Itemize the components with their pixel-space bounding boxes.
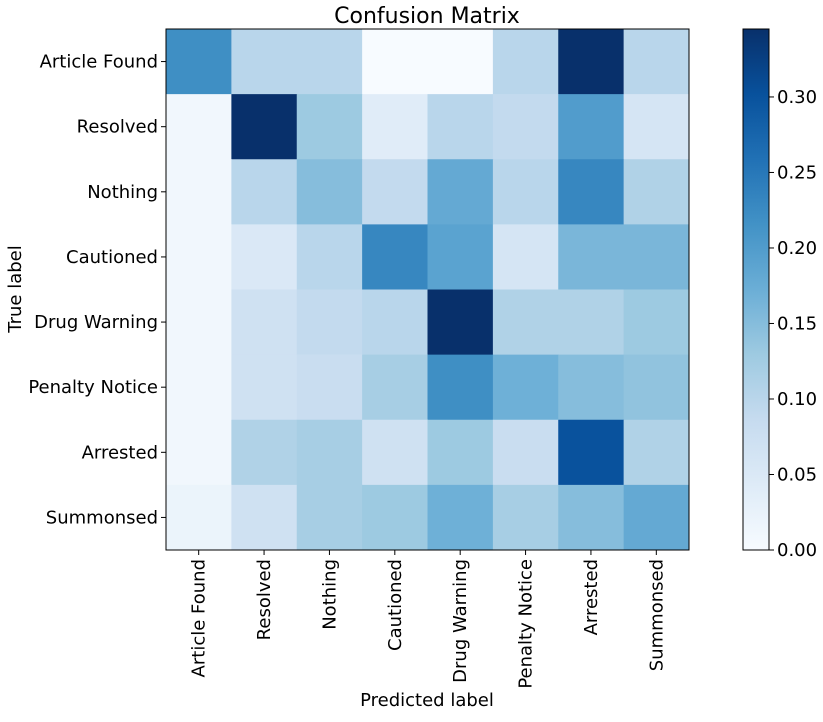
heatmap-cell bbox=[427, 419, 494, 486]
heatmap-cell bbox=[558, 159, 625, 225]
plot-frame bbox=[165, 28, 690, 551]
heatmap-cell bbox=[362, 29, 429, 95]
y-tick-label: Arrested bbox=[82, 442, 158, 463]
x-tick-label: Drug Warning bbox=[450, 559, 471, 683]
colorbar bbox=[742, 28, 770, 551]
heatmap-cell bbox=[231, 224, 298, 291]
heatmap-cell bbox=[296, 94, 363, 160]
heatmap-cell bbox=[492, 159, 559, 225]
heatmap-cell bbox=[296, 484, 363, 551]
y-tick-label: Resolved bbox=[77, 117, 158, 138]
y-tick-label: Penalty Notice bbox=[28, 377, 158, 398]
heatmap-cell bbox=[231, 29, 298, 95]
heatmap-cell bbox=[296, 224, 363, 291]
colorbar-tick-label: 0.05 bbox=[777, 464, 817, 485]
heatmap-cell bbox=[166, 484, 232, 551]
heatmap-cell bbox=[558, 419, 625, 486]
heatmap-cell bbox=[296, 354, 363, 421]
heatmap-cell bbox=[231, 289, 298, 356]
heatmap-cell bbox=[427, 29, 494, 95]
heatmap-cell bbox=[166, 224, 232, 291]
x-tick-label: Summonsed bbox=[646, 559, 667, 671]
x-tick-label: Resolved bbox=[254, 559, 275, 640]
heatmap-cell bbox=[623, 224, 690, 291]
y-tick-label: Article Found bbox=[40, 52, 158, 73]
y-tick-label: Nothing bbox=[87, 182, 158, 203]
heatmap-cell bbox=[558, 29, 625, 95]
heatmap-cell bbox=[166, 29, 232, 95]
heatmap-cell bbox=[362, 419, 429, 486]
heatmap-cell bbox=[623, 484, 690, 551]
colorbar-tick-label: 0.25 bbox=[777, 162, 817, 183]
x-tick-label: Cautioned bbox=[385, 559, 406, 651]
x-axis-label: Predicted label bbox=[360, 690, 494, 711]
heatmap-cell bbox=[231, 354, 298, 421]
heatmap-cell bbox=[166, 159, 232, 225]
heatmap-cell bbox=[296, 159, 363, 225]
heatmap-cell bbox=[166, 94, 232, 160]
x-tick-label: Arrested bbox=[581, 559, 602, 635]
heatmap-cell bbox=[623, 94, 690, 160]
colorbar-tick-label: 0.00 bbox=[777, 540, 817, 561]
heatmap-cell bbox=[296, 29, 363, 95]
heatmap-cell bbox=[231, 484, 298, 551]
heatmap-cell bbox=[362, 484, 429, 551]
heatmap-cell bbox=[492, 224, 559, 291]
colorbar-ticks: 0.00 0.05 0.10 0.15 0.20 0.25 0.30 bbox=[769, 87, 817, 561]
heatmap-cell bbox=[231, 419, 298, 486]
heatmap-cell bbox=[427, 354, 494, 421]
heatmap-cell bbox=[427, 224, 494, 291]
heatmap-cell bbox=[623, 29, 690, 95]
heatmap-cell bbox=[623, 354, 690, 421]
heatmap-cell bbox=[558, 289, 625, 356]
heatmap-cell bbox=[558, 354, 625, 421]
heatmap-cell bbox=[362, 289, 429, 356]
heatmap-cell bbox=[296, 419, 363, 486]
heatmap-cell bbox=[296, 289, 363, 356]
heatmap-cell bbox=[166, 289, 232, 356]
heatmap-cell bbox=[623, 419, 690, 486]
x-tick-label: Nothing bbox=[319, 559, 340, 630]
heatmap-cell bbox=[231, 159, 298, 225]
heatmap-cell bbox=[492, 289, 559, 356]
heatmap-cell bbox=[362, 354, 429, 421]
colorbar-tick-label: 0.10 bbox=[777, 389, 817, 410]
x-axis-ticks: Article Found Resolved Nothing Cautioned Dru… bbox=[189, 550, 667, 689]
heatmap-cell bbox=[166, 419, 232, 486]
y-tick-label: Drug Warning bbox=[34, 312, 158, 333]
colorbar-tick-label: 0.15 bbox=[777, 313, 817, 334]
heatmap-cell bbox=[558, 224, 625, 291]
heatmap-cell bbox=[492, 419, 559, 486]
chart-title: Confusion Matrix bbox=[334, 4, 520, 29]
heatmap-cell bbox=[362, 94, 429, 160]
heatmap-cell bbox=[623, 159, 690, 225]
y-axis-ticks: Article Found Resolved Nothing Cautioned Dru… bbox=[28, 52, 166, 528]
x-tick-label: Penalty Notice bbox=[516, 559, 537, 689]
heatmap-cell bbox=[623, 289, 690, 356]
x-tick-label: Article Found bbox=[189, 559, 210, 677]
heatmap-cell bbox=[427, 159, 494, 225]
heatmap-cell bbox=[492, 94, 559, 160]
heatmap-cell bbox=[362, 224, 429, 291]
heatmap-cell bbox=[558, 94, 625, 160]
colorbar-tick-label: 0.30 bbox=[777, 87, 817, 108]
heatmap-cell bbox=[492, 354, 559, 421]
heatmap-cell bbox=[492, 484, 559, 551]
y-tick-label: Summonsed bbox=[46, 507, 158, 528]
y-axis-label: True label bbox=[5, 245, 26, 334]
heatmap-cell bbox=[231, 94, 298, 160]
heatmap-cell bbox=[558, 484, 625, 551]
heatmap-cell bbox=[166, 354, 232, 421]
heatmap-cell bbox=[427, 289, 494, 356]
heatmap-cell bbox=[492, 29, 559, 95]
heatmap-cell bbox=[427, 94, 494, 160]
heatmap-cell bbox=[362, 159, 429, 225]
heatmap-cell bbox=[427, 484, 494, 551]
heatmap-cells bbox=[166, 29, 690, 551]
colorbar-tick-label: 0.20 bbox=[777, 238, 817, 259]
y-tick-label: Cautioned bbox=[66, 247, 158, 268]
